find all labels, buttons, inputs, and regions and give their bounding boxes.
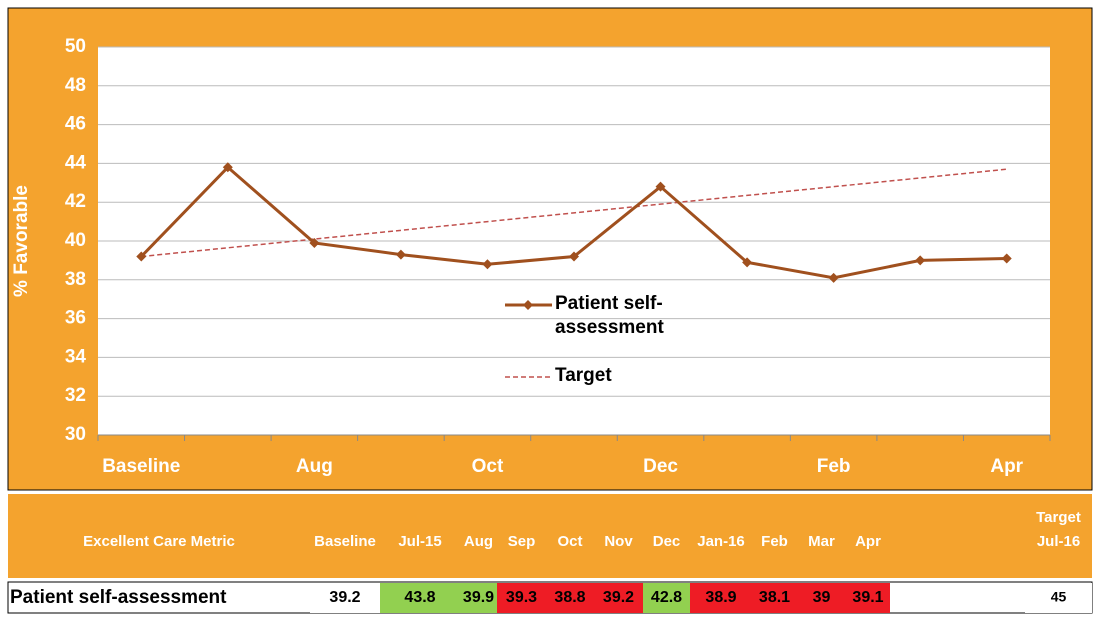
marker [482,259,493,270]
cell-value: 38.9 [705,589,736,606]
header-cell: Dec [653,533,681,550]
cell-bg [310,583,380,613]
series-line [141,168,1007,258]
marker [395,249,406,260]
y-tick-label: 44 [65,152,87,173]
table-header-bg [8,494,1092,578]
marker [742,257,753,268]
x-tick-label: Oct [472,456,504,477]
cell-value: 39 [813,589,831,606]
marker [915,255,926,266]
cell-bg [546,583,594,613]
marker [222,162,233,173]
marker [828,272,839,283]
legend-label: Patient self-assessment [555,293,664,338]
header-cell: Target Jul-16 [1036,509,1081,550]
cell-value: 38.1 [759,589,790,606]
legend-marker [523,300,533,310]
marker [655,181,666,192]
legend-label: Target [555,365,612,386]
row-label: Patient self-assessment [10,587,227,608]
y-axis-label: % Favorable [11,185,32,297]
cell-value: 43.8 [404,589,435,606]
y-tick-label: 38 [65,269,86,290]
header-cell: Jan-16 [697,533,745,550]
x-tick-label: Aug [296,456,333,477]
y-tick-label: 36 [65,308,86,329]
cell-value: 39.3 [506,589,537,606]
cell-bg [594,583,643,613]
legend-item: Patient self-assessment [555,293,664,338]
cell-value: 38.8 [554,589,585,606]
cell-bg [846,583,890,613]
cell-value: 45 [1051,589,1067,605]
cell-bg [643,583,690,613]
cell-bg [460,583,497,613]
cell-value: 42.8 [651,589,682,606]
legend-item: Target [555,365,612,386]
cell-bg [690,583,752,613]
x-tick-label: Baseline [102,456,180,477]
y-tick-label: 40 [65,230,86,251]
header-cell: Nov [604,533,633,550]
cell-value: 39.2 [329,589,360,606]
cell-value: 39.2 [603,589,634,606]
y-tick-label: 50 [65,36,86,57]
y-tick-label: 30 [65,424,86,445]
cell-value: 39.1 [852,589,883,606]
marker [309,237,320,248]
table-header: Target Jul-16 [1036,509,1081,550]
cell-value: 39.9 [463,589,494,606]
cell-bg [497,583,546,613]
y-tick-label: 32 [65,385,86,406]
header-cell: Excellent Care Metric [83,533,235,550]
header-cell: Sep [508,533,536,550]
cell-bg [1025,583,1092,613]
marker [1001,253,1012,264]
header-cell: Mar [808,533,835,550]
x-tick-label: Apr [990,456,1023,477]
header-cell: Baseline [314,533,376,550]
marker [136,251,147,262]
header-cell: Apr [855,533,881,550]
cell-bg [752,583,797,613]
cell-bg [380,583,460,613]
x-tick-label: Feb [817,456,851,477]
header-cell: Oct [557,533,582,550]
header-cell: Jul-15 [398,533,441,550]
y-tick-label: 46 [65,114,86,135]
marker [569,251,579,262]
header-cell: Feb [761,533,788,550]
y-tick-label: 48 [65,75,86,96]
y-tick-label: 34 [65,346,87,367]
x-tick-label: Dec [643,456,678,477]
y-tick-label: 42 [65,191,86,212]
cell-bg [797,583,846,613]
header-cell: Aug [464,533,493,550]
